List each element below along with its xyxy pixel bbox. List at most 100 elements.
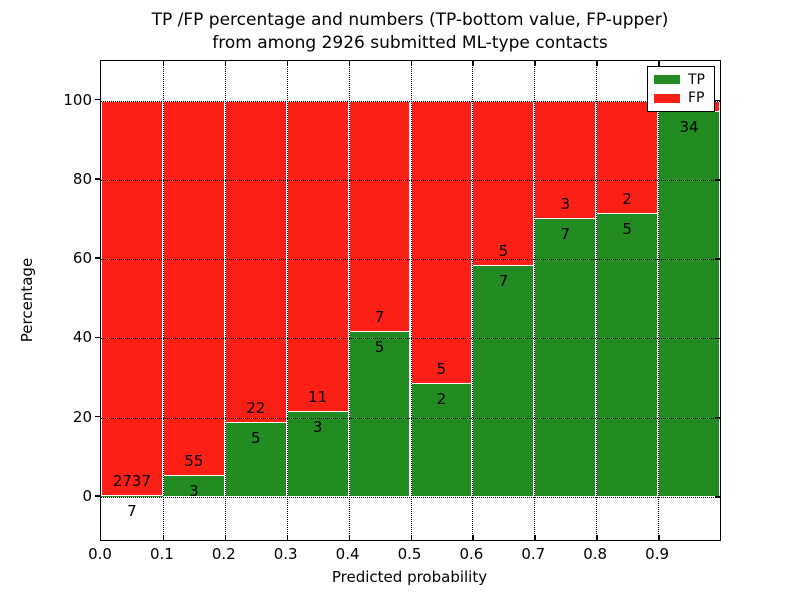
bar-fp-segment [410,100,473,384]
x-tick-mark [658,535,660,540]
grid-line-vertical [658,61,660,540]
y-tick-mark [95,98,101,101]
grid-line-vertical [348,61,350,540]
x-tick-label: 0.6 [459,545,484,563]
chart-title: TP /FP percentage and numbers (TP-bottom… [90,9,730,55]
x-tick-mark-top [534,61,536,66]
bar-tp-segment [472,265,535,497]
x-tick-mark [224,535,227,540]
legend: TP FP [647,66,715,112]
bar-tp-segment [286,411,349,497]
x-tick-label: 0.1 [149,545,174,563]
tp-count-label: 2 [436,389,447,408]
x-tick-mark [472,535,474,540]
y-tick-label: 0 [82,486,92,505]
plot-area: 2737 7 55 3 22 5 11 3 7 5 5 2 5 7 3 7 2 5 34 [100,60,721,541]
tp-count-label: 34 [679,117,699,136]
y-tick-mark [95,495,101,497]
grid-line-vertical [224,61,226,540]
tp-count-label: 5 [374,337,385,356]
fp-count-label: 2 [622,189,632,208]
x-tick-label: 0.3 [273,545,298,563]
y-tick-mark [95,336,101,339]
y-tick-label: 60 [72,249,92,268]
y-tick-label: 100 [63,90,92,109]
chart-title-line1: TP /FP percentage and numbers (TP-bottom… [151,10,669,30]
x-tick-label: 0.0 [88,545,112,563]
fp-count-label: 7 [374,307,385,326]
grid-line-vertical [410,61,412,540]
y-tick-mark-right [715,337,720,340]
bar-tp-segment [410,383,473,497]
x-tick-label: 0.4 [335,545,360,563]
fp-count-label: 3 [560,195,571,214]
y-tick-mark-right [715,416,720,419]
x-tick-mark [286,535,289,540]
legend-swatch-tp [654,75,680,85]
bar-fp-segment [101,100,163,496]
y-tick-mark-right [715,99,720,102]
bar-tp-segment [224,423,287,497]
fp-count-label: 22 [246,399,266,418]
x-tick-mark-top [224,61,227,66]
bar-tp-segment [534,219,597,497]
y-tick-mark [95,178,101,180]
legend-label-fp: FP [688,90,705,107]
x-tick-label: 0.9 [645,545,670,563]
x-tick-mark-top [472,61,474,66]
grid-line-vertical [286,61,288,540]
fp-count-label: 11 [308,387,328,406]
x-tick-mark-top [162,61,165,66]
fp-count-label: 55 [184,452,204,471]
y-axis-label: Percentage [18,257,36,343]
x-tick-label: 0.8 [583,545,608,563]
grid-line-vertical [534,61,536,540]
x-tick-mark [534,535,536,540]
legend-swatch-fp [654,93,680,103]
grid-line-vertical [596,61,598,540]
bar-fp-segment [596,100,659,214]
legend-item-fp: FP [654,90,708,106]
x-tick-mark-top [596,61,598,66]
x-tick-mark-top [658,61,660,66]
bar-fp-segment [348,100,411,332]
tp-count-label: 7 [560,225,571,244]
x-tick-mark [596,535,598,540]
tp-count-label: 7 [127,501,137,520]
fp-count-label: 5 [436,359,447,378]
y-tick-mark-right [715,258,720,260]
legend-item-tp: TP [654,72,708,88]
x-tick-mark [162,535,165,540]
y-tick-mark-right [715,179,720,181]
legend-label-tp: TP [688,71,705,88]
x-tick-mark-top [410,61,412,66]
grid-line-vertical [472,61,474,540]
y-tick-label: 40 [72,328,92,347]
bar-fp-segment [286,100,349,412]
x-tick-mark-top [286,61,289,66]
x-tick-mark [410,535,412,540]
tp-count-label: 3 [312,417,323,436]
bar-fp-segment [224,100,287,424]
grid-line-vertical [162,61,164,540]
x-tick-mark-top [348,61,351,66]
x-axis-label: Predicted probability [331,568,488,586]
tp-count-label: 7 [498,271,509,290]
x-tick-label: 0.5 [397,545,422,563]
y-tick-mark [95,415,101,418]
y-tick-mark [95,257,101,259]
bar-tp-segment [596,213,659,497]
tp-count-label: 5 [250,429,261,448]
tp-count-label: 5 [622,219,632,238]
tp-count-label: 3 [189,482,199,501]
fp-count-label: 5 [498,241,509,260]
x-tick-label: 0.2 [211,545,236,563]
chart-title-line2: from among 2926 submitted ML-type contac… [212,33,608,53]
y-tick-label: 20 [72,407,92,426]
bar-tp-segment [658,111,720,497]
x-tick-label: 0.7 [521,545,546,563]
bar-fp-segment [534,100,597,220]
bar-tp-segment [348,331,411,497]
y-tick-label: 80 [72,169,92,188]
